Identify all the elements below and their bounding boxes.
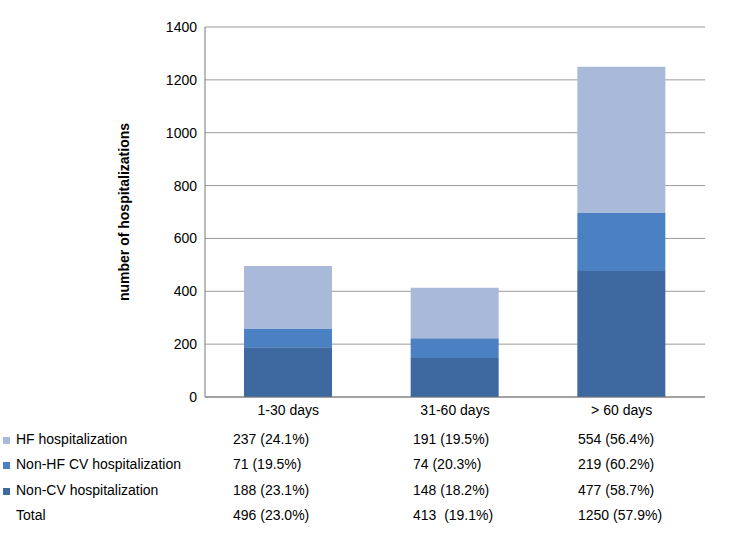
html-text:Total: Total bbox=[16, 507, 46, 523]
svg-text:31-60 days: 31-60 days bbox=[420, 402, 489, 418]
html-text:496 (23.0%): 496 (23.0%) bbox=[233, 507, 310, 523]
html-text:1250 (57.9%): 1250 (57.9%) bbox=[578, 507, 663, 523]
svg-text:1200: 1200 bbox=[166, 72, 197, 88]
html-text:413 (19.1%): 413 (19.1%) bbox=[413, 507, 494, 523]
svg-text:number of hospitalizations: number of hospitalizations bbox=[116, 123, 132, 301]
html-text:HF hospitalization: HF hospitalization bbox=[16, 431, 128, 447]
svg-text:400: 400 bbox=[174, 283, 198, 299]
html-text:237 (24.1%): 237 (24.1%) bbox=[233, 431, 310, 447]
html-text:Non-CV hospitalization: Non-CV hospitalization bbox=[16, 482, 159, 498]
html-text:71 (19.5%): 71 (19.5%) bbox=[233, 456, 302, 472]
html-text:74 (20.3%): 74 (20.3%) bbox=[413, 456, 482, 472]
svg-text:800: 800 bbox=[174, 178, 198, 194]
svg-text:0: 0 bbox=[189, 389, 197, 405]
svg-text:1400: 1400 bbox=[166, 19, 197, 35]
html-text:191 (19.5%): 191 (19.5%) bbox=[413, 431, 490, 447]
svg-text:600: 600 bbox=[174, 230, 198, 246]
html-text:148 (18.2%): 148 (18.2%) bbox=[413, 482, 490, 498]
svg-text:1000: 1000 bbox=[166, 125, 197, 141]
svg-text:> 60 days: > 60 days bbox=[591, 402, 652, 418]
html-text:219 (60.2%): 219 (60.2%) bbox=[578, 456, 655, 472]
html-text:477 (58.7%): 477 (58.7%) bbox=[578, 482, 655, 498]
html-text:Non-HF CV hospitalization: Non-HF CV hospitalization bbox=[16, 456, 181, 472]
html-text:554 (56.4%): 554 (56.4%) bbox=[578, 431, 655, 447]
svg-text:1-30 days: 1-30 days bbox=[258, 402, 319, 418]
svg-text:200: 200 bbox=[174, 336, 198, 352]
html-text:188 (23.1%): 188 (23.1%) bbox=[233, 482, 310, 498]
